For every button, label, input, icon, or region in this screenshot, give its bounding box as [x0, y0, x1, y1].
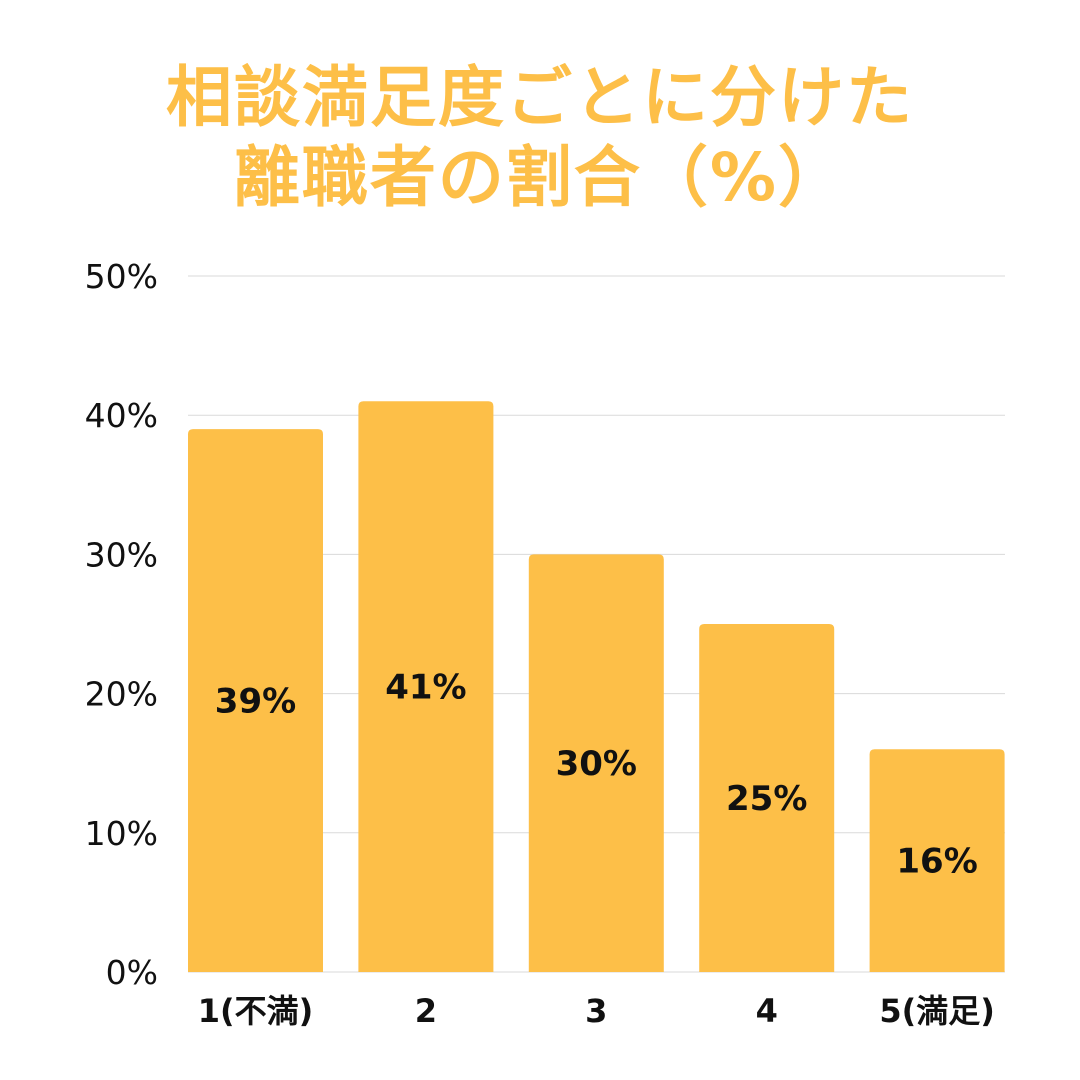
bar-5: [869, 749, 1005, 972]
x-tick-label-4: 4: [756, 992, 778, 1030]
x-tick-label-3: 3: [585, 992, 607, 1030]
y-tick-label-40: 40%: [85, 396, 158, 435]
bar-value-label-4: 25%: [726, 779, 807, 819]
y-tick-label-0: 0%: [106, 953, 158, 992]
bar-4: [699, 624, 835, 972]
chart-title-line-2: 離職者の割合（%）: [233, 139, 847, 216]
x-tick-label-1: 1(不満): [198, 992, 314, 1030]
bar-value-label-2: 41%: [385, 668, 466, 708]
y-tick-label-10: 10%: [85, 814, 158, 853]
bar-3: [528, 554, 664, 972]
y-tick-label-50: 50%: [85, 257, 158, 296]
bar-value-label-3: 30%: [556, 744, 637, 784]
x-tick-label-5: 5(満足): [879, 992, 995, 1030]
bar-value-label-5: 16%: [896, 842, 977, 882]
bar-2: [358, 401, 494, 972]
bar-value-label-1: 39%: [215, 682, 296, 722]
x-tick-label-2: 2: [415, 992, 437, 1030]
chart-title: 相談満足度ごとに分けた 離職者の割合（%）: [0, 58, 1080, 218]
y-tick-label-30: 30%: [85, 535, 158, 574]
y-tick-label-20: 20%: [85, 675, 158, 714]
chart-title-line-1: 相談満足度ごとに分けた: [166, 59, 914, 136]
bar-1: [188, 429, 323, 972]
